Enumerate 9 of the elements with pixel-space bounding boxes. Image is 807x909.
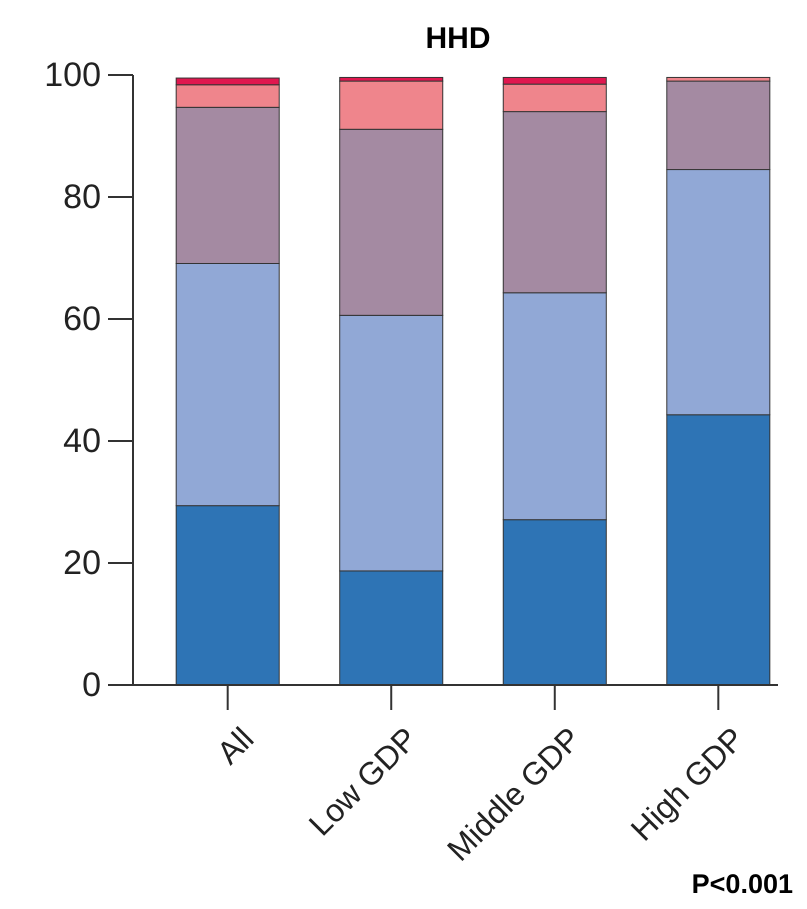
text: P<0.001 xyxy=(692,869,793,899)
y-tick-label: 100 xyxy=(44,56,101,94)
y-tick-label: 60 xyxy=(63,300,101,338)
x-tick-label: All xyxy=(210,720,260,771)
chart-title: HHD xyxy=(426,22,490,55)
y-tick-label: 80 xyxy=(63,178,101,216)
y-tick-label: 0 xyxy=(82,666,101,704)
y-tick-label: 40 xyxy=(63,422,101,460)
y-tick-label: 20 xyxy=(63,544,101,582)
